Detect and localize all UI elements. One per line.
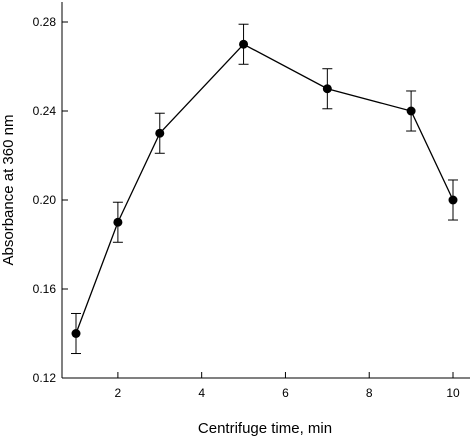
x-tick-label: 2 <box>115 386 122 400</box>
data-point <box>322 84 332 94</box>
series-line <box>75 43 454 334</box>
series-layer <box>71 23 458 355</box>
data-point <box>239 39 249 49</box>
y-tick-label: 0.20 <box>33 193 57 207</box>
x-axis-title: Centrifuge time, min <box>198 420 332 437</box>
data-point <box>406 106 416 116</box>
x-tick-label: 10 <box>446 386 460 400</box>
y-tick-label: 0.24 <box>33 104 57 118</box>
y-tick-label: 0.16 <box>33 282 57 296</box>
data-point <box>113 217 123 227</box>
x-tick-label: 4 <box>198 386 205 400</box>
data-point <box>155 128 165 138</box>
y-tick-label: 0.12 <box>33 371 57 385</box>
y-tick-label: 0.28 <box>33 15 57 29</box>
x-tick-label: 6 <box>282 386 289 400</box>
data-point <box>448 195 458 205</box>
y-axis-ticks: 0.12 0.16 0.20 0.24 0.28 <box>33 15 68 385</box>
data-point <box>71 329 81 338</box>
y-axis-title: Absorbance at 360 nm <box>0 115 17 266</box>
plot-frame <box>61 2 470 379</box>
x-axis-ticks: 2 4 6 8 10 <box>115 372 460 400</box>
x-tick-label: 8 <box>366 386 373 400</box>
